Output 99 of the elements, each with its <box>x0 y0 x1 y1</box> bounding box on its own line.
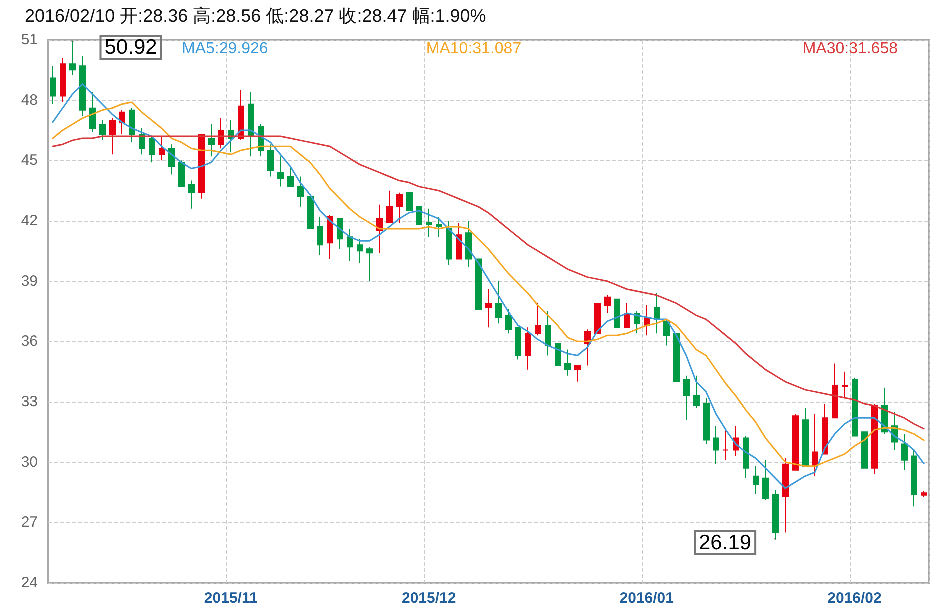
candlestick <box>555 343 561 366</box>
candlestick <box>129 108 135 144</box>
candlestick <box>901 434 908 471</box>
candlestick <box>683 375 690 421</box>
candlestick <box>624 302 630 328</box>
candlestick <box>79 56 86 117</box>
candlestick <box>654 292 660 334</box>
candlestick <box>614 298 620 328</box>
y-tick-label: 36 <box>21 333 38 350</box>
y-tick-label: 42 <box>21 212 38 230</box>
candlestick <box>753 466 759 496</box>
candlestick <box>248 92 254 158</box>
candlestick <box>178 160 185 188</box>
candlestick <box>535 302 541 336</box>
candlestick <box>703 397 710 445</box>
candlestick <box>604 294 611 314</box>
y-tick-label: 48 <box>21 92 38 109</box>
candlestick <box>89 92 96 134</box>
candlestick <box>327 214 333 260</box>
y-tick-label: 45 <box>21 152 38 170</box>
candlestick <box>99 120 106 142</box>
candlestick <box>168 144 175 176</box>
candlestick <box>50 66 56 105</box>
y-tick-label: 24 <box>21 574 38 592</box>
candlestick <box>277 156 284 188</box>
candlestick <box>515 327 521 360</box>
text: MA30:31.658 <box>802 40 898 58</box>
candlestick <box>218 118 224 150</box>
x-tick-label: 2016/02 <box>828 590 882 607</box>
candlestick <box>198 134 205 200</box>
text: MA5:29.926 <box>182 40 268 58</box>
candlestick <box>812 414 818 477</box>
candlestick <box>416 206 422 226</box>
candlestick <box>208 124 215 158</box>
candlestick <box>139 128 145 156</box>
line-series <box>52 136 925 430</box>
candlestick <box>663 319 670 346</box>
candlestick <box>822 404 828 455</box>
candlestick <box>594 302 601 334</box>
candlestick <box>713 426 719 465</box>
candlestick <box>495 280 502 324</box>
annotation: 26.19 <box>699 531 752 554</box>
candlestick <box>861 432 868 469</box>
candlestick <box>376 204 383 254</box>
candlestick <box>485 288 492 328</box>
candlestick <box>357 238 363 264</box>
candlestick <box>564 349 571 376</box>
candlestick <box>436 216 442 238</box>
candlestick <box>149 136 155 164</box>
candlestick <box>119 110 125 136</box>
candlestick <box>109 118 116 156</box>
candlestick <box>782 458 789 534</box>
y-tick-label: 39 <box>21 272 38 290</box>
candlestick <box>852 377 858 437</box>
candlestick <box>911 450 917 508</box>
candlestick <box>366 246 373 282</box>
candlestick <box>673 333 680 382</box>
text: MA10:31.087 <box>426 40 522 58</box>
candlestick <box>871 404 878 475</box>
candlestick <box>426 208 432 238</box>
candlestick <box>743 436 749 479</box>
candlestick <box>337 218 343 250</box>
chart-title: 2016/02/10 开:28.36 高:28.56 低:28.27 收:28.47 幅:1.90% <box>25 6 486 26</box>
candlestick <box>465 220 472 268</box>
candlestick <box>456 222 462 260</box>
candlestick <box>446 220 452 266</box>
candlestick <box>545 311 551 356</box>
candlestick <box>762 460 769 502</box>
candlestick <box>60 58 66 103</box>
candlestick <box>287 166 294 188</box>
x-tick-label: 2015/11 <box>204 590 258 607</box>
candlestick <box>505 308 512 334</box>
x-tick-label: 2015/12 <box>402 590 456 607</box>
candlestick <box>188 180 195 210</box>
y-tick-label: 30 <box>21 454 38 471</box>
candlestick <box>386 190 393 224</box>
candlestick <box>159 136 165 162</box>
candlestick <box>475 258 482 310</box>
candlestick <box>693 375 700 409</box>
candlestick <box>723 428 729 461</box>
candlestick <box>267 144 274 178</box>
y-tick-label: 33 <box>21 394 38 410</box>
candlestick <box>396 192 403 224</box>
candlestick <box>802 408 809 467</box>
y-tick-label: 51 <box>21 32 38 48</box>
y-tick-label: 27 <box>21 514 38 532</box>
candlestick <box>921 490 927 498</box>
candlestick <box>307 196 314 230</box>
annotation: 50.92 <box>104 36 158 60</box>
candlestick <box>525 327 531 370</box>
x-tick-label: 2016/01 <box>620 590 674 607</box>
candlestick <box>832 363 838 419</box>
candlestick <box>297 176 304 208</box>
candlestick <box>347 228 353 262</box>
candlestick <box>792 414 799 471</box>
candlestick <box>574 365 581 382</box>
candlestick <box>317 216 323 256</box>
candlestick <box>406 192 413 212</box>
candlestick <box>842 371 848 398</box>
